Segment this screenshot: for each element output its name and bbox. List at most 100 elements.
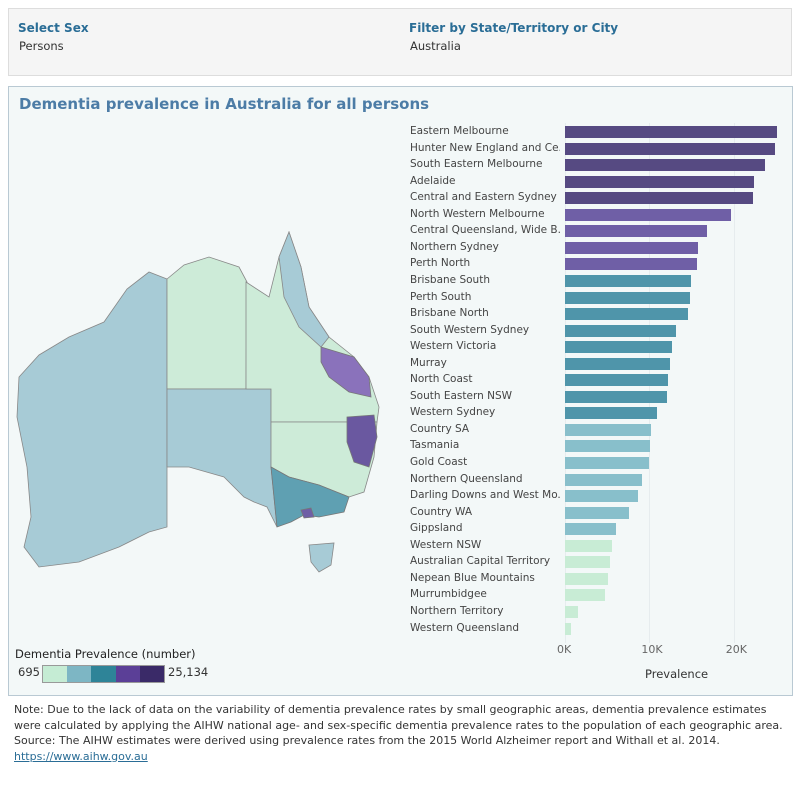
bar-row[interactable]: Eastern Melbourne — [410, 124, 790, 140]
region-filter-dropdown[interactable]: Australia — [410, 39, 461, 53]
bar[interactable] — [565, 473, 642, 486]
bar-row[interactable]: Gold Coast — [410, 455, 790, 471]
bar[interactable] — [565, 572, 609, 585]
bar-label: Northern Territory — [410, 604, 504, 617]
bar-label: Western Sydney — [410, 406, 496, 419]
bar-row[interactable]: Western Sydney — [410, 405, 790, 421]
australia-map[interactable] — [9, 227, 409, 647]
map-region-western-australia[interactable] — [16, 271, 168, 568]
bar[interactable] — [565, 175, 755, 188]
filter-bar: Select Sex Persons Filter by State/Terri… — [8, 8, 792, 76]
bar[interactable] — [565, 407, 657, 420]
bar[interactable] — [565, 556, 610, 569]
bar-row[interactable]: Perth South — [410, 290, 790, 306]
legend-title: Dementia Prevalence (number) — [15, 647, 196, 661]
map-region-hunter-new-england[interactable] — [346, 414, 378, 468]
sex-filter-dropdown[interactable]: Persons — [19, 39, 64, 53]
bar-row[interactable]: Murrumbidgee — [410, 587, 790, 603]
notes: Note: Due to the lack of data on the var… — [14, 702, 784, 764]
bar-row[interactable]: Hunter New England and Ce.. — [410, 141, 790, 157]
bar[interactable] — [565, 208, 732, 221]
bar[interactable] — [565, 308, 689, 321]
legend-swatch — [67, 666, 92, 682]
bar[interactable] — [565, 159, 766, 172]
bar-row[interactable]: Adelaide — [410, 174, 790, 190]
bar[interactable] — [565, 126, 778, 138]
bar-row[interactable]: Brisbane North — [410, 306, 790, 322]
bar[interactable] — [565, 440, 651, 453]
map-region-melbourne[interactable] — [300, 507, 315, 519]
bar-row[interactable]: Country WA — [410, 505, 790, 521]
map-region-central-queensland[interactable] — [320, 346, 372, 398]
bar-row[interactable]: Country SA — [410, 422, 790, 438]
legend-swatch — [91, 666, 116, 682]
aihw-link[interactable]: https://www.aihw.gov.au — [14, 749, 148, 763]
bar-row[interactable]: Darling Downs and West Mo.. — [410, 488, 790, 504]
bar-label: Murrumbidgee — [410, 588, 487, 601]
bar-label: Nepean Blue Mountains — [410, 571, 535, 584]
bar[interactable] — [565, 506, 630, 519]
bar[interactable] — [565, 225, 707, 238]
bar[interactable] — [565, 274, 691, 287]
note-text: Note: Due to the lack of data on the var… — [14, 703, 783, 732]
map-region-northern-territory[interactable] — [166, 256, 248, 390]
bar-row[interactable]: South Eastern Melbourne — [410, 157, 790, 173]
legend-max: 25,134 — [168, 665, 209, 679]
bar[interactable] — [565, 390, 668, 403]
bar-label: Tasmania — [410, 439, 460, 452]
bar-row[interactable]: South Eastern NSW — [410, 389, 790, 405]
bar[interactable] — [565, 341, 673, 354]
bar-row[interactable]: Gippsland — [410, 521, 790, 537]
bar[interactable] — [565, 324, 677, 337]
bar-row[interactable]: Brisbane South — [410, 273, 790, 289]
bar[interactable] — [565, 374, 668, 387]
bar-row[interactable]: Western Queensland — [410, 621, 790, 637]
bar-row[interactable]: Perth North — [410, 256, 790, 272]
bar[interactable] — [565, 589, 605, 602]
bar-row[interactable]: Western Victoria — [410, 339, 790, 355]
bar-row[interactable]: Northern Queensland — [410, 472, 790, 488]
map-region-tasmania[interactable] — [308, 542, 335, 573]
bar[interactable] — [565, 291, 690, 304]
bar[interactable] — [565, 192, 754, 205]
bar-row[interactable]: Tasmania — [410, 438, 790, 454]
bar[interactable] — [565, 357, 670, 370]
bar-row[interactable]: Western NSW — [410, 538, 790, 554]
bar-row[interactable]: Nepean Blue Mountains — [410, 571, 790, 587]
bar[interactable] — [565, 605, 578, 618]
bar-label: South Eastern Melbourne — [410, 158, 543, 171]
bar[interactable] — [565, 523, 616, 536]
bar[interactable] — [565, 457, 650, 469]
dashboard-panel: Dementia prevalence in Australia for all… — [8, 86, 793, 696]
bar-row[interactable]: North Western Melbourne — [410, 207, 790, 223]
bar-row[interactable]: Australian Capital Territory — [410, 554, 790, 570]
map-region-northern-queensland[interactable] — [278, 230, 330, 348]
bar-label: Gold Coast — [410, 456, 468, 468]
bar-row[interactable]: Central Queensland, Wide B.. — [410, 223, 790, 239]
bar[interactable] — [565, 423, 652, 436]
map-region-south-australia[interactable] — [166, 388, 278, 528]
bar-label: Eastern Melbourne — [410, 125, 509, 137]
bar-row[interactable]: Murray — [410, 356, 790, 372]
map-region-victoria[interactable] — [270, 466, 350, 528]
bar-row[interactable]: Northern Sydney — [410, 240, 790, 256]
bar-label: Central Queensland, Wide B.. — [410, 224, 560, 237]
bar-label: South Western Sydney — [410, 323, 530, 336]
bar[interactable] — [565, 258, 697, 271]
bar-row[interactable]: Central and Eastern Sydney — [410, 190, 790, 206]
sex-filter-label: Select Sex — [18, 21, 89, 35]
x-tick-label: 20K — [725, 643, 748, 656]
bar-label: Central and Eastern Sydney — [410, 191, 557, 204]
bar-label: Murray — [410, 356, 447, 369]
bar-row[interactable]: South Western Sydney — [410, 323, 790, 339]
bar-label: South Eastern NSW — [410, 389, 512, 402]
bar-row[interactable]: North Coast — [410, 372, 790, 388]
bar[interactable] — [565, 490, 638, 503]
bar[interactable] — [565, 142, 776, 155]
bar-row[interactable]: Northern Territory — [410, 604, 790, 620]
bar-label: Country WA — [410, 505, 473, 518]
bar[interactable] — [565, 622, 571, 635]
bar-label: Brisbane South — [410, 273, 490, 286]
bar[interactable] — [565, 241, 699, 254]
bar[interactable] — [565, 539, 613, 552]
